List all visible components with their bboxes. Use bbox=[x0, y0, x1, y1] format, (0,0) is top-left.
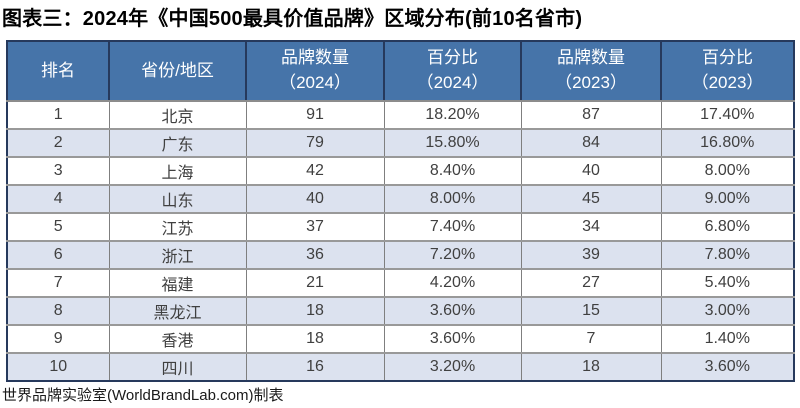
table-cell: 5.40% bbox=[660, 269, 794, 297]
table-cell: 79 bbox=[245, 129, 384, 157]
table-cell: 45 bbox=[520, 185, 661, 213]
table-row: 6 浙江 36 7.20% 39 7.80% bbox=[7, 241, 794, 269]
table-cell: 40 bbox=[520, 157, 661, 185]
table-cell: 6.80% bbox=[660, 213, 794, 241]
header-label: 百分比 bbox=[427, 48, 478, 68]
header-row: 排名 省份/地区 品牌数量 （2024） 百分比 （2024） 品牌数量 （20… bbox=[7, 41, 794, 102]
header-label: （2024） bbox=[279, 73, 351, 92]
header-label: （2024） bbox=[416, 73, 489, 92]
table-cell: 8 bbox=[7, 297, 109, 325]
table-cell: 16.80% bbox=[660, 129, 794, 157]
table-cell: 37 bbox=[245, 213, 384, 241]
header-rank: 排名 bbox=[7, 41, 109, 102]
table-cell: 7 bbox=[7, 269, 109, 297]
table-cell: 21 bbox=[245, 269, 384, 297]
header-brand-count-2023: 品牌数量 （2023） bbox=[520, 41, 661, 102]
table-cell: 6 bbox=[7, 241, 109, 269]
table-row: 1 北京 91 18.20% 87 17.40% bbox=[7, 101, 794, 129]
table-cell: 9.00% bbox=[660, 185, 794, 213]
table-cell: 34 bbox=[520, 213, 661, 241]
table-cell: 8.40% bbox=[383, 157, 521, 185]
table-cell: 36 bbox=[245, 241, 384, 269]
table-cell: 18 bbox=[245, 297, 384, 325]
table-header: 排名 省份/地区 品牌数量 （2024） 百分比 （2024） 品牌数量 （20… bbox=[7, 41, 794, 102]
table-cell: 15.80% bbox=[383, 129, 521, 157]
table-cell: 广东 bbox=[108, 129, 246, 157]
table-cell: 四川 bbox=[108, 353, 246, 381]
table-cell: 3.60% bbox=[383, 297, 521, 325]
table-cell: 1 bbox=[7, 101, 109, 129]
table-cell: 10 bbox=[7, 353, 109, 381]
table-cell: 87 bbox=[520, 101, 661, 129]
table-row: 2 广东 79 15.80% 84 16.80% bbox=[7, 129, 794, 157]
table-row: 8 黑龙江 18 3.60% 15 3.00% bbox=[7, 297, 794, 325]
header-label: 省份/地区 bbox=[141, 60, 214, 80]
table-cell: 5 bbox=[7, 213, 109, 241]
table-cell: 7.80% bbox=[660, 241, 794, 269]
table-cell: 27 bbox=[520, 269, 661, 297]
table-body: 1 北京 91 18.20% 87 17.40% 2 广东 79 15.80% 84 16.80% 3 上… bbox=[7, 101, 794, 381]
table-row: 3 上海 42 8.40% 40 8.00% bbox=[7, 157, 794, 185]
table-cell: 7.20% bbox=[383, 241, 521, 269]
table-cell: 18 bbox=[520, 353, 661, 381]
table-cell: 江苏 bbox=[108, 213, 246, 241]
table-cell: 16 bbox=[245, 353, 384, 381]
table-row: 4 山东 40 8.00% 45 9.00% bbox=[7, 185, 794, 213]
table-cell: 山东 bbox=[108, 185, 246, 213]
header-percentage-2023: 百分比 （2023） bbox=[660, 41, 794, 102]
header-label: （2023） bbox=[555, 73, 627, 92]
table-row: 5 江苏 37 7.40% 34 6.80% bbox=[7, 213, 794, 241]
table-cell: 2 bbox=[7, 129, 109, 157]
header-province: 省份/地区 bbox=[108, 41, 246, 102]
table-row: 7 福建 21 4.20% 27 5.40% bbox=[7, 269, 794, 297]
table-cell: 北京 bbox=[108, 101, 246, 129]
table-cell: 福建 bbox=[108, 269, 246, 297]
table-cell: 香港 bbox=[108, 325, 246, 353]
table-cell: 18 bbox=[245, 325, 384, 353]
table-cell: 9 bbox=[7, 325, 109, 353]
table-cell: 3.60% bbox=[383, 325, 521, 353]
table-cell: 1.40% bbox=[660, 325, 794, 353]
table-cell: 黑龙江 bbox=[108, 297, 246, 325]
header-percentage-2024: 百分比 （2024） bbox=[383, 41, 521, 102]
table-cell: 40 bbox=[245, 185, 384, 213]
header-label: 百分比 bbox=[702, 48, 753, 68]
table-cell: 4 bbox=[7, 185, 109, 213]
table-cell: 15 bbox=[520, 297, 661, 325]
table-cell: 3 bbox=[7, 157, 109, 185]
table-cell: 上海 bbox=[108, 157, 246, 185]
source-note: 世界品牌实验室(WorldBrandLab.com)制表 bbox=[2, 387, 284, 404]
header-label: 排名 bbox=[41, 60, 75, 80]
header-label: 品牌数量 bbox=[281, 48, 349, 68]
header-brand-count-2024: 品牌数量 （2024） bbox=[245, 41, 384, 102]
table-cell: 8.00% bbox=[383, 185, 521, 213]
page-title: 图表三：2024年《中国500最具价值品牌》区域分布(前10名省市) bbox=[2, 8, 583, 30]
header-label: 品牌数量 bbox=[557, 48, 625, 68]
table-cell: 4.20% bbox=[383, 269, 521, 297]
table-cell: 7.40% bbox=[383, 213, 521, 241]
table-cell: 浙江 bbox=[108, 241, 246, 269]
table-cell: 39 bbox=[520, 241, 661, 269]
table-cell: 8.00% bbox=[660, 157, 794, 185]
table-cell: 84 bbox=[520, 129, 661, 157]
table-cell: 3.20% bbox=[383, 353, 521, 381]
table-cell: 3.60% bbox=[660, 353, 794, 381]
header-label: （2023） bbox=[691, 73, 764, 92]
table-cell: 18.20% bbox=[383, 101, 521, 129]
brand-distribution-table: 排名 省份/地区 品牌数量 （2024） 百分比 （2024） 品牌数量 （20… bbox=[6, 40, 795, 382]
table-cell: 17.40% bbox=[660, 101, 794, 129]
table-cell: 91 bbox=[245, 101, 384, 129]
table-cell: 7 bbox=[520, 325, 661, 353]
table-row: 10 四川 16 3.20% 18 3.60% bbox=[7, 353, 794, 381]
table-cell: 3.00% bbox=[660, 297, 794, 325]
table-cell: 42 bbox=[245, 157, 384, 185]
table-row: 9 香港 18 3.60% 7 1.40% bbox=[7, 325, 794, 353]
